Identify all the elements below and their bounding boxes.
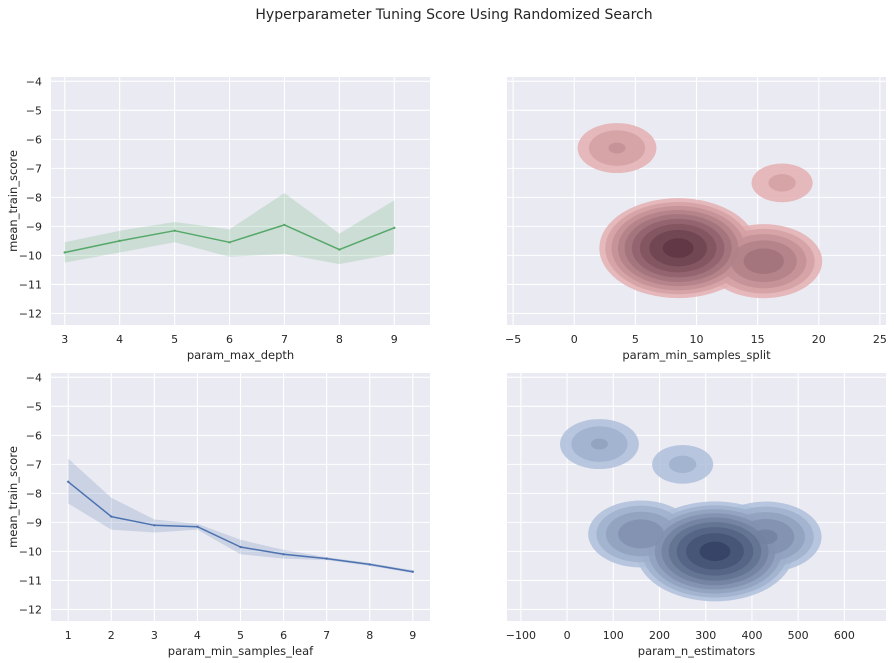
data-point: [282, 553, 285, 556]
y-tick-label: −4: [26, 75, 42, 88]
x-tick-label: 0: [571, 333, 578, 346]
x-tick-label: 5: [632, 333, 639, 346]
y-tick-label: −5: [26, 104, 42, 117]
x-tick-label: 7: [281, 333, 288, 346]
x-tick-label: 2: [108, 629, 115, 642]
x-tick-label: 9: [409, 629, 416, 642]
x-tick-label: 600: [834, 629, 855, 642]
y-tick-label: −5: [26, 400, 42, 413]
density-contour-level: [743, 248, 784, 274]
data-point: [63, 251, 66, 254]
confidence-band: [68, 458, 413, 574]
data-point: [173, 229, 176, 232]
data-point: [110, 515, 113, 518]
figure-title: Hyperparameter Tuning Score Using Random…: [255, 7, 652, 23]
x-tick-label: 7: [323, 629, 330, 642]
x-tick-label: 3: [61, 333, 68, 346]
x-tick-label: 8: [366, 629, 373, 642]
x-tick-label: 4: [194, 629, 201, 642]
x-tick-label: 300: [695, 629, 716, 642]
y-tick-label: −12: [19, 603, 42, 616]
x-tick-label: 20: [812, 333, 826, 346]
density-contour-level: [668, 455, 697, 474]
data-point: [228, 241, 231, 244]
x-tick-label: 9: [391, 333, 398, 346]
panel-min-samples-split: −5 0 5 10 15 20 25 param_min_samples_split: [505, 77, 887, 362]
x-tick-label: 500: [788, 629, 809, 642]
data-point: [239, 545, 242, 549]
y-tick-label: −7: [26, 458, 42, 471]
density-contour-level: [590, 438, 608, 450]
x-tick-label: 1: [65, 629, 72, 642]
data-point: [67, 480, 70, 483]
density-contour-level: [768, 174, 796, 192]
density-contour-level: [618, 519, 665, 549]
y-tick-label: −9: [26, 220, 42, 233]
x-tick-label: 25: [873, 333, 887, 346]
data-point: [118, 239, 121, 243]
x-tick-label: 5: [237, 629, 244, 642]
y-tick-label: −8: [26, 487, 42, 500]
y-tick-label: −11: [19, 574, 42, 587]
y-axis-label: mean_train_score: [6, 446, 20, 548]
panel-min-samples-leaf: 1 2 3 4 5 6 7 8 9 −4 −5 −6 −7 −8 −9 −10 −11 −12 param_min_…: [6, 371, 430, 658]
x-axis-label: param_min_samples_leaf: [168, 644, 314, 658]
x-tick-label: 4: [116, 333, 123, 346]
plot-area: [560, 419, 822, 602]
density-contour-level: [608, 142, 626, 154]
y-axis-label: mean_train_score: [6, 150, 20, 252]
y-tick-label: −4: [26, 371, 42, 384]
y-tick-label: −6: [26, 429, 42, 442]
y-tick-label: −10: [19, 249, 42, 262]
x-axis-label: param_min_samples_split: [622, 348, 771, 362]
x-axis-label: param_n_estimators: [638, 644, 755, 658]
plot-area: [577, 123, 823, 299]
data-point: [325, 557, 328, 560]
x-tick-label: 400: [741, 629, 762, 642]
data-point: [411, 570, 414, 573]
y-tick-label: −7: [26, 162, 42, 175]
x-tick-label: 200: [649, 629, 670, 642]
y-tick-label: −8: [26, 191, 42, 204]
data-point: [393, 226, 396, 230]
x-tick-label: 0: [564, 629, 571, 642]
data-point: [153, 524, 156, 527]
x-tick-label: 10: [690, 333, 704, 346]
y-tick-label: −10: [19, 545, 42, 558]
x-tick-label: 3: [151, 629, 158, 642]
y-tick-label: −12: [19, 307, 42, 320]
x-tick-label: −5: [505, 333, 521, 346]
x-tick-label: 15: [751, 333, 765, 346]
plot-area: [63, 193, 396, 265]
y-tick-label: −11: [19, 278, 42, 291]
data-point: [368, 563, 371, 566]
confidence-band: [64, 193, 395, 265]
x-tick-label: 5: [171, 333, 178, 346]
plot-area: [67, 458, 414, 574]
y-tick-label: −9: [26, 516, 42, 529]
density-contour-level: [662, 238, 694, 258]
panel-n-estimators: −100 0 100 200 300 400 500 600 param_n_estimator…: [506, 373, 886, 658]
data-point: [338, 248, 341, 251]
data-point: [196, 525, 199, 528]
plot-background: [51, 77, 430, 325]
data-point: [283, 223, 286, 227]
density-contour-level: [699, 541, 731, 562]
y-tick-label: −6: [26, 133, 42, 146]
x-tick-label: 6: [280, 629, 287, 642]
x-tick-label: 100: [603, 629, 624, 642]
density-contour-level: [754, 529, 778, 545]
x-tick-label: 8: [336, 333, 343, 346]
panel-max-depth: 3 4 5 6 7 8 9 −4 −5 −6 −7 −8 −9 −10 −11 −12 param_max_de…: [6, 75, 430, 362]
x-axis-label: param_max_depth: [187, 348, 294, 362]
x-tick-label: 6: [226, 333, 233, 346]
x-tick-label: −100: [506, 629, 536, 642]
